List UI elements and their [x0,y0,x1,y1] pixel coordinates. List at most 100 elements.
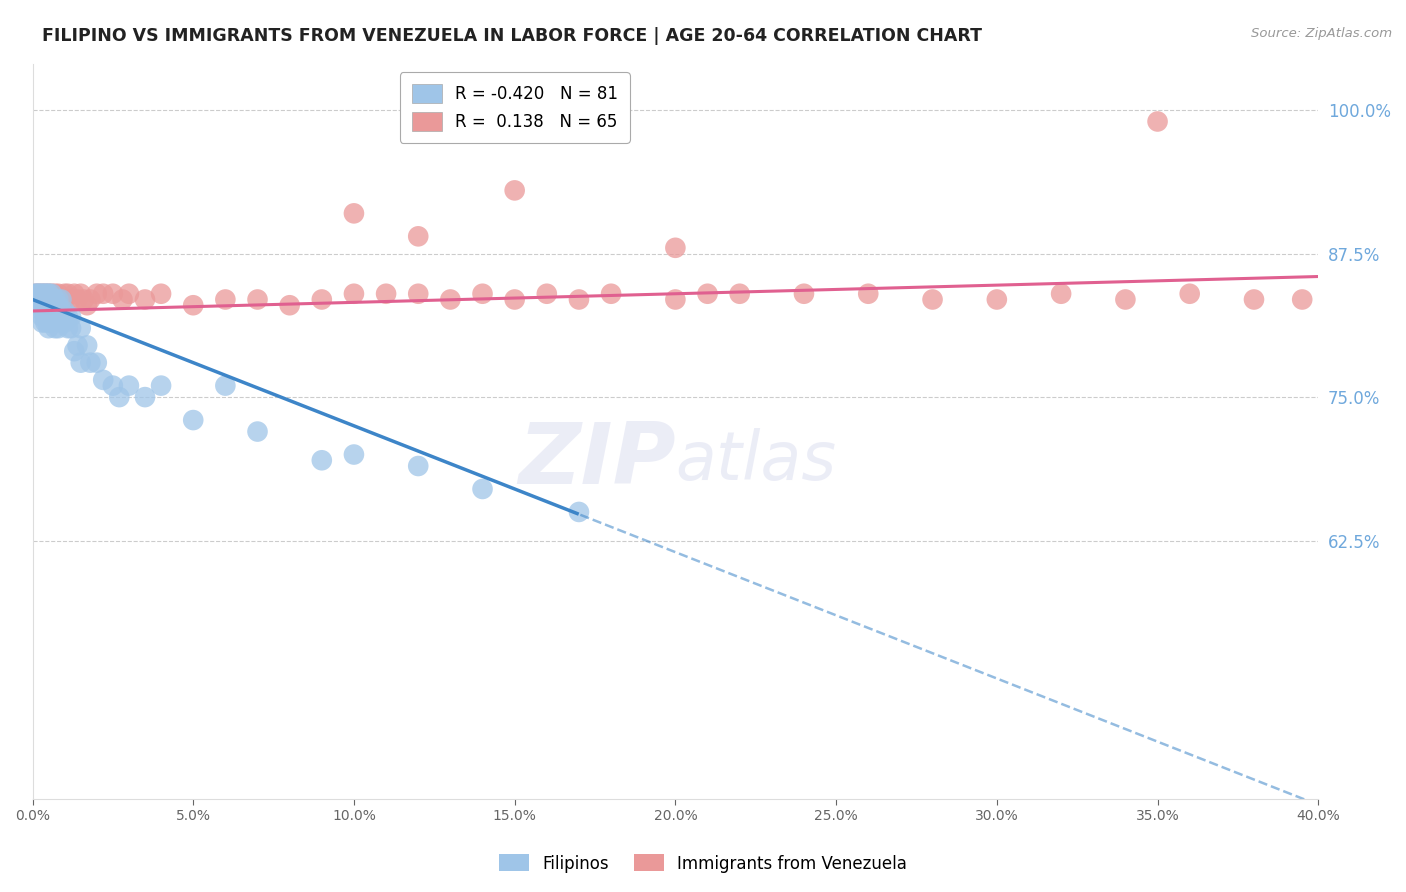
Point [38,304,60,318]
Point [503,293,526,307]
Point [79,293,101,307]
Point [51,316,73,330]
Point [343,448,366,462]
Point [46,293,69,307]
Point [31,310,53,324]
Text: FILIPINO VS IMMIGRANTS FROM VENEZUELA IN LABOR FORCE | AGE 20-64 CORRELATION CHA: FILIPINO VS IMMIGRANTS FROM VENEZUELA IN… [42,27,983,45]
Point [69,356,91,370]
Point [150,378,173,392]
Point [24,286,46,301]
Point [28,286,51,301]
Point [1146,114,1168,128]
Point [38,286,60,301]
Point [60,321,83,335]
Point [63,344,86,359]
Point [53,293,76,307]
Point [44,321,66,335]
Point [34,293,56,307]
Point [53,316,76,330]
Point [38,321,60,335]
Point [34,286,56,301]
Point [246,293,269,307]
Point [471,286,494,301]
Point [311,453,333,467]
Point [41,298,63,312]
Point [34,298,56,312]
Point [34,286,56,301]
Text: Source: ZipAtlas.com: Source: ZipAtlas.com [1251,27,1392,40]
Point [41,304,63,318]
Point [46,298,69,312]
Point [31,286,53,301]
Point [439,293,461,307]
Point [101,378,124,392]
Point [69,286,91,301]
Point [111,293,134,307]
Point [28,286,51,301]
Point [181,413,204,427]
Point [41,316,63,330]
Point [46,321,69,335]
Point [31,286,53,301]
Point [44,293,66,307]
Point [76,338,98,352]
Point [91,373,114,387]
Point [56,286,79,301]
Point [38,286,60,301]
Point [536,286,558,301]
Point [31,286,53,301]
Point [38,293,60,307]
Point [44,304,66,318]
Point [38,316,60,330]
Point [41,293,63,307]
Point [28,298,51,312]
Point [1291,293,1313,307]
Point [664,293,686,307]
Point [134,390,156,404]
Point [406,458,429,473]
Point [858,286,880,301]
Point [118,286,141,301]
Point [31,293,53,307]
Point [66,338,89,352]
Point [86,286,108,301]
Point [51,293,73,307]
Point [41,293,63,307]
Point [28,286,51,301]
Point [38,286,60,301]
Point [76,298,98,312]
Point [28,293,51,307]
Point [1114,293,1136,307]
Point [503,183,526,197]
Point [60,310,83,324]
Point [44,293,66,307]
Point [108,390,131,404]
Point [214,378,236,392]
Point [24,293,46,307]
Point [568,293,591,307]
Point [38,293,60,307]
Point [343,206,366,220]
Point [79,356,101,370]
Point [91,286,114,301]
Point [44,310,66,324]
Point [1050,286,1073,301]
Point [51,304,73,318]
Point [471,482,494,496]
Point [28,293,51,307]
Point [73,293,96,307]
Point [278,298,301,312]
Point [31,293,53,307]
Point [44,298,66,312]
Point [343,286,366,301]
Point [986,293,1008,307]
Point [406,286,429,301]
Point [34,293,56,307]
Point [63,286,86,301]
Point [34,304,56,318]
Point [56,310,79,324]
Point [246,425,269,439]
Point [31,293,53,307]
Point [34,293,56,307]
Point [66,293,89,307]
